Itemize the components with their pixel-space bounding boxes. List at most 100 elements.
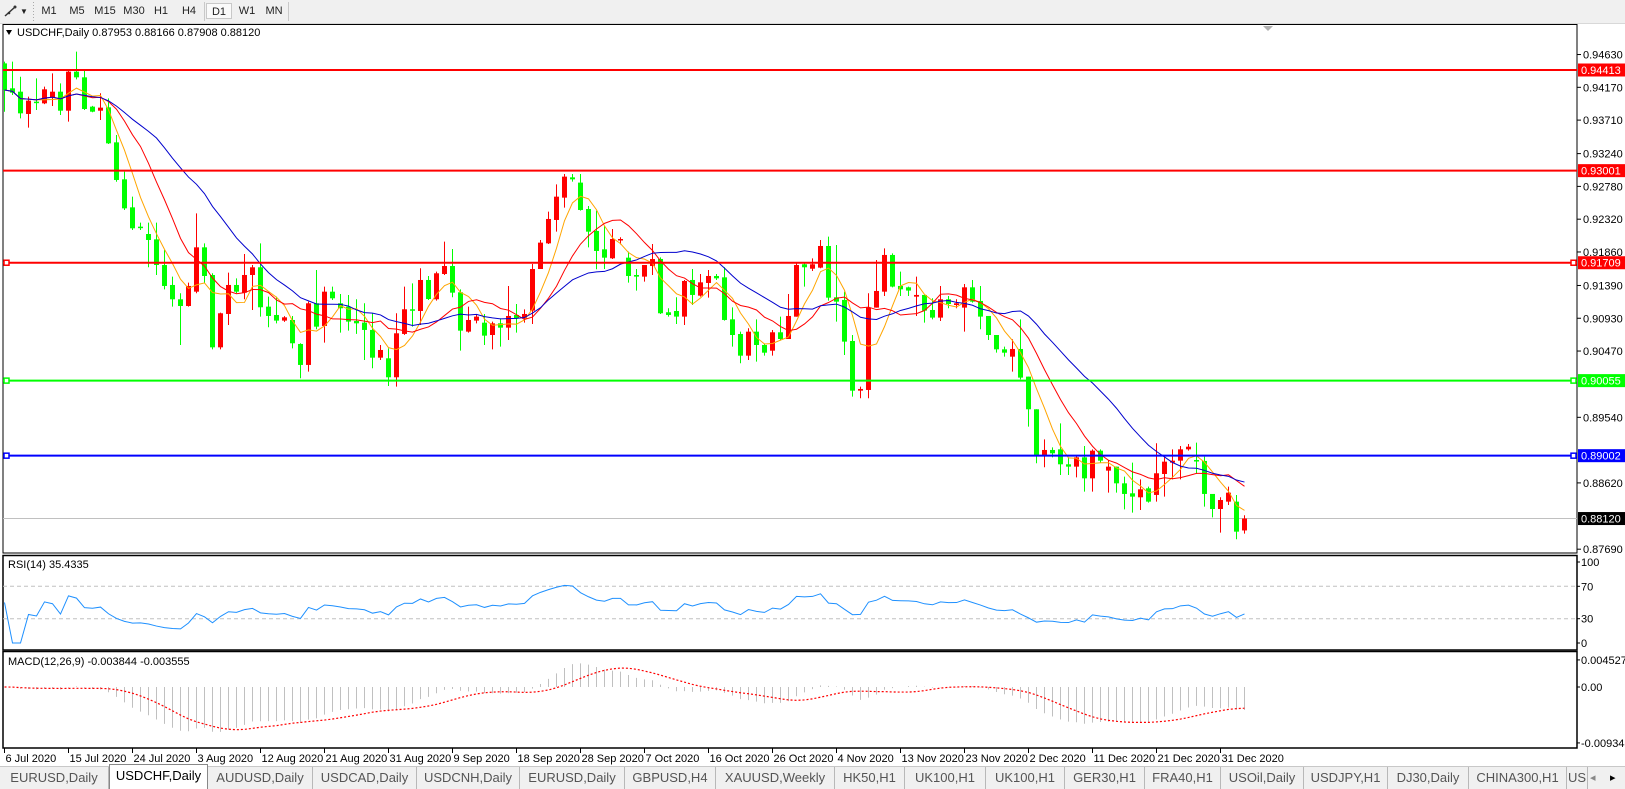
chart-tab[interactable]: AUDUSD,Daily — [208, 767, 313, 789]
chart-tab[interactable]: EURUSD,Daily — [520, 767, 625, 789]
dropdown-arrow-icon[interactable]: ▼ — [20, 7, 28, 16]
candle-body — [138, 226, 143, 229]
candle-body — [954, 303, 959, 305]
level-handle-left[interactable] — [3, 377, 10, 384]
candle-body — [586, 208, 591, 232]
chart-tab[interactable]: XAUUSD,Weekly — [716, 767, 835, 789]
candle-body — [42, 89, 47, 104]
price-axis-label: 0.90470 — [1583, 346, 1623, 358]
candle-body — [594, 230, 599, 251]
date-axis-label: 15 Jul 2020 — [70, 753, 127, 765]
candle-body — [274, 314, 279, 321]
candle-body — [826, 245, 831, 298]
candle-body — [1074, 457, 1079, 467]
timeframe-w1[interactable]: W1 — [238, 5, 256, 17]
candle-body — [202, 247, 207, 276]
candle-body — [738, 334, 743, 356]
candle-body — [730, 319, 735, 336]
candle-body — [1050, 449, 1055, 454]
price-axis-label: 0.91390 — [1583, 280, 1623, 292]
candle-body — [250, 267, 255, 275]
chart-tab[interactable]: US — [1567, 767, 1588, 789]
price-axis-label: 0.92320 — [1583, 214, 1623, 226]
candle-body — [490, 323, 495, 336]
candle-body — [1066, 464, 1071, 467]
candle-body — [362, 322, 367, 330]
candle-body — [1090, 450, 1095, 479]
timeframe-h4[interactable]: H4 — [181, 5, 197, 17]
candle-body — [378, 349, 383, 358]
chart-tab[interactable]: DJ30,Daily — [1388, 767, 1469, 789]
candle-body — [930, 309, 935, 318]
date-axis-label: 21 Aug 2020 — [326, 753, 388, 765]
date-axis-label: 3 Aug 2020 — [198, 753, 254, 765]
candle-body — [1042, 449, 1047, 455]
line-tool-icon[interactable] — [3, 4, 21, 19]
ma-mid-line — [4, 89, 1245, 487]
chart-tab[interactable]: UK100,H1 — [905, 767, 986, 789]
chart-tab[interactable]: USDCHF,Daily — [109, 764, 208, 789]
candle-body — [530, 269, 535, 311]
candle-body — [466, 319, 471, 332]
candle-body — [754, 331, 759, 345]
candle-body — [570, 177, 575, 180]
timeframe-m30[interactable]: M30 — [123, 5, 145, 17]
candle-body — [1026, 376, 1031, 410]
price-chart[interactable]: 0.94630 0.94170 0.93710 0.93240 0.92780 0.923… — [0, 0, 1625, 766]
timeframe-m15[interactable]: M15 — [94, 5, 116, 17]
candle-body — [922, 294, 927, 311]
timeframe-mn[interactable]: MN — [265, 5, 283, 17]
price-axis-label: 0.93240 — [1583, 149, 1623, 161]
candle-body — [1034, 409, 1039, 455]
date-axis-label: 24 Jul 2020 — [134, 753, 191, 765]
candle-body — [914, 294, 919, 297]
candle-body — [194, 247, 199, 292]
chart-tab[interactable]: CHINA300,H1 — [1469, 767, 1567, 789]
chart-tab[interactable]: EURUSD,Daily — [0, 767, 109, 789]
triangle-right-icon[interactable]: ▸ — [1610, 772, 1616, 784]
chart-tab[interactable]: GER30,H1 — [1065, 767, 1145, 789]
level-handle-right[interactable] — [1570, 377, 1577, 384]
candle-body — [210, 274, 215, 348]
candle-body — [682, 280, 687, 317]
chart-tab[interactable]: USOil,Daily — [1221, 767, 1304, 789]
chart-tab[interactable]: HK50,H1 — [835, 767, 905, 789]
chart-tab[interactable]: UK100,H1 — [986, 767, 1065, 789]
candle-body — [610, 238, 615, 259]
candle-body — [786, 315, 791, 339]
timeframe-d1[interactable]: D1 — [206, 3, 232, 19]
price-axis-label: 0.92780 — [1583, 181, 1623, 193]
timeframe-m1[interactable]: M1 — [41, 5, 57, 17]
timeframe-h1[interactable]: H1 — [153, 5, 169, 17]
chart-tab[interactable]: GBPUSD,H4 — [625, 767, 716, 789]
level-handle-right[interactable] — [1570, 452, 1577, 459]
candle-body — [434, 273, 439, 300]
date-axis-label: 23 Nov 2020 — [966, 753, 1028, 765]
candle-body — [426, 279, 431, 300]
candle-body — [170, 284, 175, 300]
chart-shift-marker-icon[interactable] — [1263, 26, 1273, 31]
chart-tab[interactable]: FRA40,H1 — [1145, 767, 1221, 789]
chart-tab[interactable]: USDCAD,Daily — [313, 767, 417, 789]
toolbar-grip[interactable] — [33, 2, 34, 21]
level-handle-left[interactable] — [3, 259, 10, 266]
rsi-axis-label: 0 — [1581, 638, 1587, 650]
chart-tab[interactable]: USDCNH,Daily — [417, 767, 520, 789]
triangle-left-icon[interactable]: ◂ — [1590, 772, 1596, 784]
candle-body — [898, 285, 903, 290]
candle-body — [770, 332, 775, 351]
level-handle-left[interactable] — [3, 452, 10, 459]
chart-tab[interactable]: USDJPY,H1 — [1304, 767, 1388, 789]
candle-body — [370, 329, 375, 358]
candle-body — [74, 71, 79, 78]
price-axis-label: 0.94170 — [1583, 82, 1623, 94]
candle-body — [242, 274, 247, 293]
candle-body — [218, 313, 223, 348]
candle-body — [498, 323, 503, 328]
price-axis-label: 0.93710 — [1583, 115, 1623, 127]
rsi-label: RSI(14) 35.4335 — [8, 559, 89, 571]
level-handle-right[interactable] — [1570, 259, 1577, 266]
timeframe-m5[interactable]: M5 — [69, 5, 85, 17]
candle-body — [394, 333, 399, 378]
timeframe-toolbar: ▼ M1 M5 M15 M30 H1 H4 D1 W1 MN — [0, 0, 1625, 24]
